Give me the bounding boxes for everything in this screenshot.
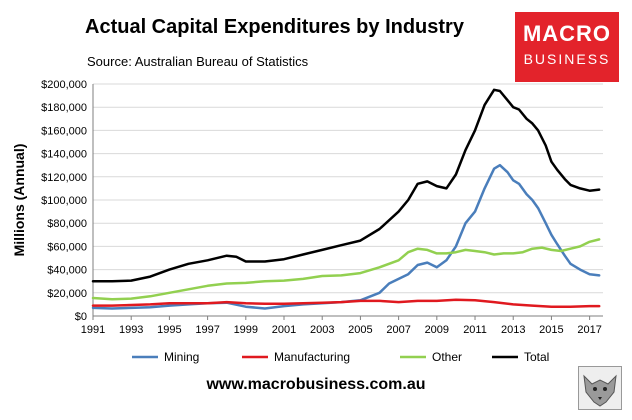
logo-line-1: MACRO (522, 21, 612, 46)
x-tick-label: 2005 (348, 324, 372, 336)
x-tick-label: 1993 (119, 324, 143, 336)
y-tick-label: $140,000 (41, 149, 87, 161)
x-tick-label: 2011 (463, 324, 487, 336)
series-line-other (91, 238, 601, 301)
series-line-manufacturing (91, 298, 601, 308)
x-tick-label: 2009 (425, 324, 449, 336)
chart-title: Actual Capital Expenditures by Industry (85, 16, 464, 38)
y-tick-label: $180,000 (41, 102, 87, 114)
legend-label-total: Total (524, 350, 549, 364)
x-tick-label: 2017 (577, 324, 601, 336)
y-tick-label: $80,000 (47, 218, 87, 230)
y-tick-label: $200,000 (41, 79, 87, 91)
y-tick-label: $40,000 (47, 265, 87, 277)
x-tick-label: 2003 (310, 324, 334, 336)
chart-subtitle: Source: Australian Bureau of Statistics (87, 54, 309, 69)
legend-label-mining: Mining (164, 350, 199, 364)
y-tick-label: $120,000 (41, 172, 87, 184)
x-tick-label: 2015 (539, 324, 563, 336)
footer-url[interactable]: www.macrobusiness.com.au (206, 376, 426, 393)
legend-label-manufacturing: Manufacturing (274, 350, 350, 364)
y-tick-label: $100,000 (41, 195, 87, 207)
x-tick-label: 1999 (234, 324, 258, 336)
fox-mascot-icon (578, 366, 622, 410)
series-line-mining (91, 163, 601, 310)
x-tick-label: 2013 (501, 324, 525, 336)
x-tick-label: 2007 (386, 324, 410, 336)
x-tick-label: 1997 (195, 324, 219, 336)
macrobusiness-logo[interactable]: MACRO BUSINESS (515, 12, 619, 82)
y-tick-label: $20,000 (47, 288, 87, 300)
x-tick-label: 1991 (81, 324, 105, 336)
x-tick-label: 1995 (157, 324, 181, 336)
legend-label-other: Other (432, 350, 462, 364)
y-axis-label: Millions (Annual) (11, 144, 27, 257)
logo-line-2: BUSINESS (523, 51, 611, 67)
y-tick-label: $160,000 (41, 125, 87, 137)
y-tick-label: $0 (75, 311, 87, 323)
y-tick-label: $60,000 (47, 241, 87, 253)
series-line-total (91, 88, 601, 283)
x-tick-label: 2001 (272, 324, 296, 336)
